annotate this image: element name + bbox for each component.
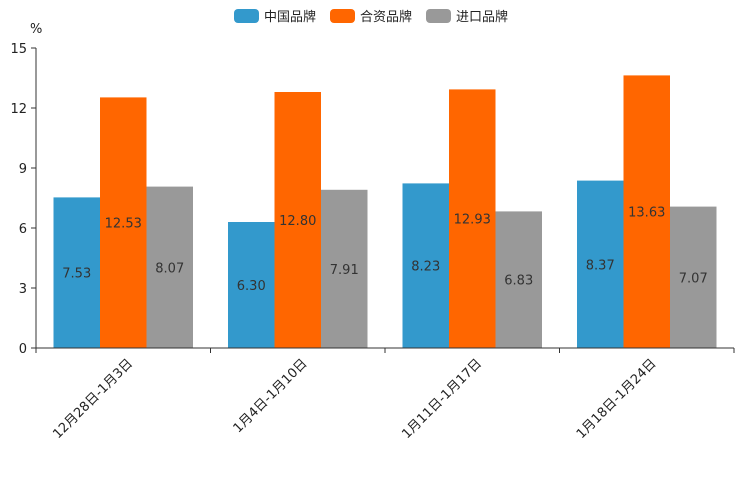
- bars: [53, 75, 717, 349]
- bar: [100, 97, 147, 349]
- legend-swatch: [426, 9, 451, 23]
- legend-label: 合资品牌: [360, 9, 412, 25]
- bar: [228, 222, 275, 348]
- bar: [623, 75, 670, 349]
- bar-value-label: 8.07: [155, 261, 184, 276]
- x-tick-label: 1月18日-1月24日: [574, 356, 660, 442]
- bar: [670, 206, 717, 348]
- bar-value-label: 7.91: [330, 263, 359, 278]
- bar-value-label: 7.53: [62, 267, 91, 282]
- y-tick-label: 12: [10, 102, 27, 117]
- bar-value-label: 8.37: [586, 258, 615, 273]
- legend-item[interactable]: 进口品牌: [426, 9, 508, 25]
- y-tick-label: 15: [10, 42, 27, 57]
- bar-labels: 7.53 12.53 8.07 6.30 12.80 7.91 8.23 12.93 6.83 8…: [62, 206, 707, 294]
- bar-value-label: 8.23: [411, 260, 440, 275]
- x-tick-label: 1月4日-1月10日: [231, 356, 311, 436]
- bar: [402, 183, 449, 348]
- x-tick-label: 1月11日-1月17日: [399, 356, 485, 442]
- y-tick-label: 9: [19, 162, 27, 177]
- legend-swatch: [330, 9, 355, 23]
- bar-value-label: 7.07: [679, 271, 708, 286]
- bar-value-label: 12.53: [105, 217, 142, 232]
- bar: [449, 89, 496, 349]
- bar: [146, 186, 193, 348]
- bar: [53, 197, 100, 348]
- legend-item[interactable]: 中国品牌: [234, 9, 316, 25]
- y-tick-label: 6: [19, 222, 27, 237]
- legend-label: 进口品牌: [456, 9, 508, 25]
- bar-value-label: 6.30: [237, 279, 266, 294]
- y-tick-label: 0: [19, 342, 27, 357]
- y-tick-label: 3: [19, 282, 27, 297]
- bar-value-label: 12.80: [279, 214, 316, 229]
- legend: 中国品牌 合资品牌 进口品牌: [234, 9, 508, 25]
- bar-value-label: 6.83: [504, 274, 533, 289]
- x-tick-label: 12月28日-1月3日: [50, 356, 136, 442]
- legend-swatch: [234, 9, 259, 23]
- legend-item[interactable]: 合资品牌: [330, 9, 412, 25]
- y-axis: 0 3 6 9 12 15: [10, 42, 37, 357]
- bar: [577, 180, 624, 348]
- bar-value-label: 13.63: [628, 206, 665, 221]
- bar-value-label: 12.93: [454, 213, 491, 228]
- x-axis: 12月28日-1月3日 1月4日-1月10日 1月11日-1月17日 1月18日-1月…: [35, 347, 735, 442]
- bar: [495, 211, 542, 348]
- bar: [321, 189, 368, 348]
- bar: [274, 92, 321, 348]
- y-axis-unit-label: %: [30, 22, 42, 37]
- legend-label: 中国品牌: [264, 9, 316, 25]
